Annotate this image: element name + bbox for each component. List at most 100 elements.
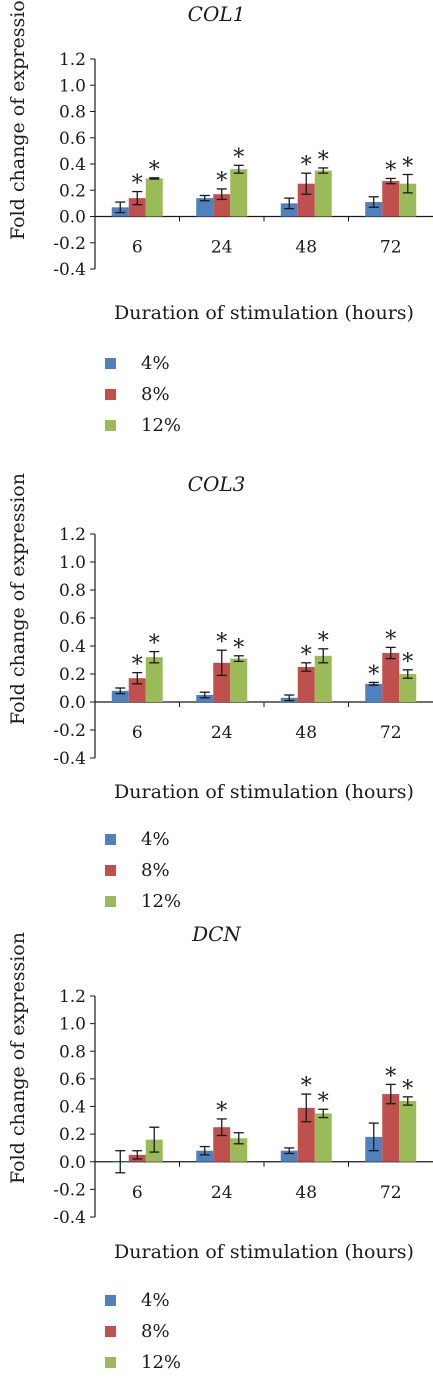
- bar-12pct-48h: [314, 1113, 332, 1162]
- bar-4pct-24h: [196, 198, 214, 217]
- legend-item-4pct: 4%: [105, 348, 181, 379]
- y-tick-label: 0.6: [59, 1070, 86, 1090]
- bar-8pct-48h: [297, 183, 315, 217]
- legend-swatch: [105, 358, 116, 369]
- y-tick-label: 0.0: [59, 1153, 86, 1173]
- bar-4pct-48h: [280, 1150, 298, 1162]
- y-tick-label: 0.4: [59, 637, 86, 657]
- x-tick-label: 72: [380, 723, 402, 743]
- bar-chart-col3: 1.21.00.80.60.40.20.0-0.2-0.46**24* *48**…: [53, 525, 433, 769]
- bar-8pct-48h: [297, 667, 315, 702]
- significance-asterisk: *: [216, 1099, 227, 1124]
- x-tick-label: 6: [132, 238, 143, 258]
- bar-8pct-24h: [213, 662, 231, 702]
- legend-label: 8%: [141, 860, 170, 881]
- legend-swatch: [105, 834, 116, 845]
- legend-label: 4%: [141, 353, 170, 374]
- y-tick-label: 0.8: [59, 581, 86, 601]
- legend-item-12pct: 12%: [105, 410, 181, 441]
- chart-title: COL3: [187, 472, 246, 496]
- bar-4pct-72h: [365, 202, 383, 217]
- x-tick-label: 6: [132, 1183, 143, 1203]
- x-tick-label: 24: [211, 723, 233, 743]
- y-tick-label: -0.4: [53, 749, 86, 769]
- x-tick-label: 48: [295, 723, 317, 743]
- bar-12pct-72h: [399, 674, 417, 702]
- y-tick-label: 0.2: [59, 181, 86, 201]
- y-tick-label: 0.0: [59, 693, 86, 713]
- chart-title: DCN: [192, 922, 241, 946]
- chart-panel-col1: COL1 Fold change of expression 1.2 1.0 0.8…: [0, 0, 433, 470]
- legend-item-8pct: 8%: [105, 855, 181, 886]
- bar-4pct-72h: [365, 683, 383, 702]
- significance-asterisk: *: [233, 145, 244, 170]
- legend-swatch: [105, 1326, 116, 1337]
- y-tick-label: -0.4: [53, 1208, 86, 1228]
- legend-swatch: [105, 1295, 116, 1306]
- bar-4pct-48h: [280, 203, 298, 217]
- legend-label: 8%: [141, 384, 170, 405]
- bar-8pct-72h: [382, 653, 400, 702]
- significance-asterisk: *: [402, 1077, 413, 1102]
- y-tick-label: 0.6: [59, 129, 86, 149]
- x-tick-label: 6: [132, 723, 143, 743]
- significance-asterisk: *: [318, 629, 329, 654]
- significance-asterisk: *: [149, 632, 160, 657]
- y-tick-label: 0.2: [59, 1125, 86, 1145]
- significance-asterisk: *: [318, 1089, 329, 1114]
- significance-asterisk: *: [301, 643, 312, 668]
- bar-12pct-48h: [314, 655, 332, 702]
- significance-asterisk: *: [233, 636, 244, 661]
- bar-12pct-48h: [314, 170, 332, 217]
- legend-label: 12%: [141, 1352, 182, 1373]
- y-tick-label: 1.2: [59, 987, 86, 1007]
- x-tick-label: 24: [211, 1183, 233, 1203]
- chart-title: COL1: [187, 2, 246, 26]
- significance-asterisk: *: [132, 653, 143, 678]
- y-tick-label: -0.2: [53, 721, 86, 741]
- x-axis-label: Duration of stimulation (hours): [114, 781, 414, 803]
- y-tick-label: -0.2: [53, 234, 86, 254]
- bar-12pct-72h: [399, 183, 417, 217]
- legend-swatch: [105, 420, 116, 431]
- significance-asterisk: *: [301, 153, 312, 178]
- x-tick-label: 72: [380, 1183, 402, 1203]
- legend-item-12pct: 12%: [105, 1347, 181, 1378]
- significance-asterisk: *: [301, 1074, 312, 1099]
- y-tick-label: 1.2: [59, 50, 86, 70]
- x-axis-label: Duration of stimulation (hours): [114, 302, 414, 324]
- bar-8pct-72h: [382, 181, 400, 217]
- bar-12pct-6h: [145, 178, 163, 217]
- y-tick-label: 0.8: [59, 1042, 86, 1062]
- x-tick-label: 48: [295, 238, 317, 258]
- bar-12pct-72h: [399, 1100, 417, 1162]
- legend-swatch: [105, 865, 116, 876]
- legend-item-12pct: 12%: [105, 886, 181, 917]
- chart-panel-col3: COL3 Fold change of expression 1.2 1.0 0.8…: [0, 470, 433, 920]
- legend: 4% 8% 12%: [105, 348, 181, 441]
- legend-label: 8%: [141, 1321, 170, 1342]
- legend-item-8pct: 8%: [105, 1316, 181, 1347]
- bar-chart-col1: 1.21.00.80.60.40.20.0-0.2-0.46**24**48* *…: [53, 50, 433, 280]
- significance-asterisk: *: [216, 630, 227, 655]
- legend: 4% 8% 12%: [105, 1285, 181, 1378]
- significance-asterisk: *: [385, 158, 396, 183]
- x-tick-label: 24: [211, 238, 233, 258]
- chart-panel-dcn: DCN Fold change of expression 1.2 1.0 0.8 0…: [0, 920, 433, 1373]
- significance-asterisk: *: [368, 662, 379, 687]
- y-tick-label: 0.8: [59, 103, 86, 123]
- y-tick-label: -0.2: [53, 1180, 86, 1200]
- legend-item-4pct: 4%: [105, 824, 181, 855]
- significance-asterisk: *: [385, 627, 396, 652]
- y-tick-label: 1.2: [59, 525, 86, 545]
- bar-4pct-24h: [196, 1150, 214, 1162]
- significance-asterisk: *: [132, 172, 143, 197]
- legend-label: 4%: [141, 829, 170, 850]
- legend-swatch: [105, 896, 116, 907]
- bar-12pct-24h: [230, 658, 248, 702]
- significance-asterisk: *: [318, 148, 329, 173]
- significance-asterisk: *: [385, 1064, 396, 1089]
- x-tick-label: 72: [380, 238, 402, 258]
- y-tick-label: 0.2: [59, 665, 86, 685]
- legend-item-8pct: 8%: [105, 379, 181, 410]
